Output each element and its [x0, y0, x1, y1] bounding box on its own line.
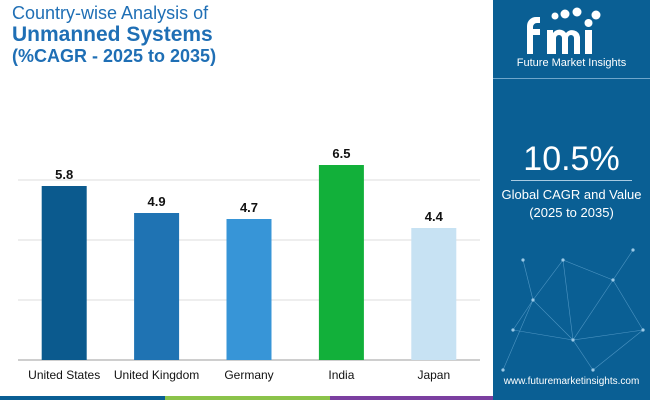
x-tick-label-4: Japan	[417, 368, 450, 382]
x-tick-label-3: India	[328, 368, 354, 382]
data-label-2: 4.7	[240, 200, 258, 215]
global-cagr-value: 10.5%	[523, 140, 620, 178]
title-line-3: (%CAGR - 2025 to 2035)	[12, 46, 217, 66]
global-cagr-label: Global CAGR and Value (2025 to 2035)	[493, 186, 650, 222]
x-tick-label-2: Germany	[224, 368, 273, 382]
network-decoration	[501, 248, 645, 372]
cagr-label-line-1: Global CAGR and Value	[501, 187, 642, 202]
x-tick-label-0: United States	[28, 368, 100, 382]
bottom-stripe-1	[0, 396, 165, 400]
brand-name: Future Market Insights	[516, 57, 627, 69]
data-label-4: 4.4	[425, 209, 444, 224]
data-label-0: 5.8	[55, 167, 73, 182]
data-label-1: 4.9	[148, 194, 166, 209]
bar-united-kingdom	[134, 213, 180, 360]
bar-chart: 5.8 United States 4.9 United Kingdom 4.7 Germ…	[18, 146, 480, 382]
bar-japan	[411, 228, 457, 360]
bottom-stripe-2	[165, 396, 330, 400]
bar-united-states	[41, 186, 87, 360]
side-panel: Future Market Insights 10.5% Global CAGR…	[493, 0, 650, 400]
bottom-stripe-3	[330, 396, 493, 400]
bar-india	[318, 165, 364, 360]
title-line-1: Country-wise Analysis of	[12, 3, 209, 23]
data-label-3: 6.5	[332, 146, 350, 161]
cagr-label-line-2: (2025 to 2035)	[529, 205, 614, 220]
cagr-underline	[511, 180, 632, 181]
website-url: www.futuremarketinsights.com	[503, 376, 640, 387]
x-tick-label-1: United Kingdom	[114, 368, 199, 382]
chart-title: Country-wise Analysis of Unmanned System…	[12, 4, 216, 66]
fmi-logo	[527, 7, 601, 54]
title-line-2: Unmanned Systems	[12, 23, 213, 46]
bar-germany	[226, 219, 272, 360]
panel-divider	[493, 78, 650, 79]
